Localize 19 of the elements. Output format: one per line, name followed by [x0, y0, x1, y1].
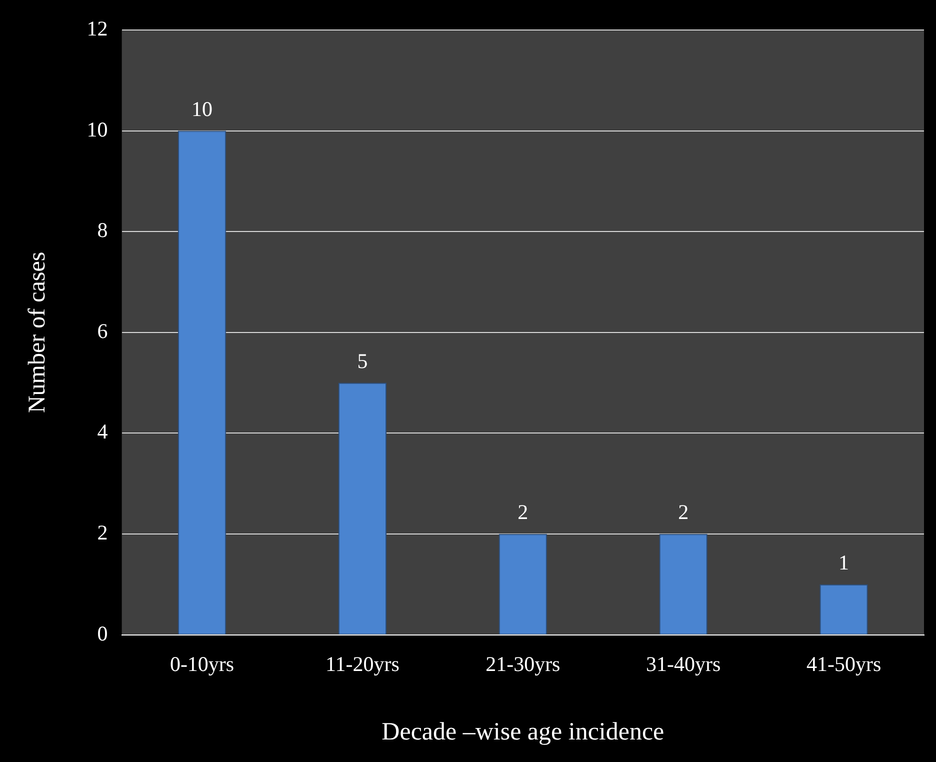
y-tick-label: 12	[86, 16, 108, 41]
y-tick-label: 0	[97, 621, 108, 646]
data-label: 10	[192, 96, 213, 121]
y-tick-label: 10	[86, 117, 108, 142]
data-label: 2	[678, 500, 689, 524]
y-tick-label: 8	[97, 218, 108, 242]
x-tick-label: 31-40yrs	[646, 652, 721, 676]
y-axis-title: Number of cases	[24, 252, 51, 414]
x-tick-label: 0-10yrs	[170, 652, 234, 676]
x-axis-title: Decade –wise age incidence	[382, 718, 664, 746]
x-tick-label: 11-20yrs	[326, 652, 400, 676]
data-label: 1	[838, 550, 850, 574]
x-tick-label: 41-50yrs	[806, 652, 882, 676]
y-tick-label: 4	[97, 420, 108, 444]
data-label: 5	[357, 348, 368, 373]
data-label: 2	[518, 500, 528, 524]
x-tick-label: 21-30yrs	[486, 652, 560, 676]
y-tick-label: 2	[97, 520, 108, 545]
y-tick-label: 6	[97, 318, 108, 343]
